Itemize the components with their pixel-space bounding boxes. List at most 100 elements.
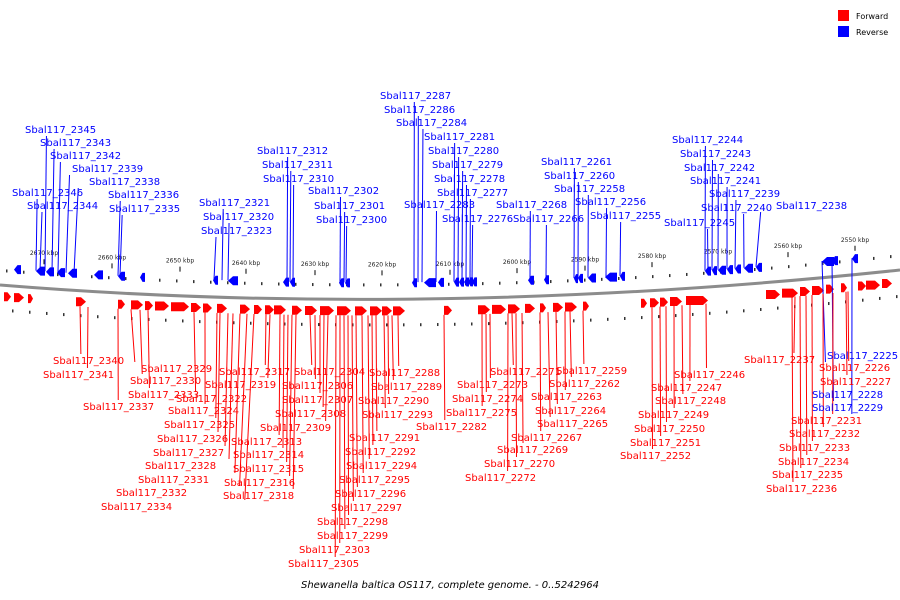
scale-dot [244, 281, 246, 285]
forward-gene-label: Sbal117_2308 [275, 409, 346, 420]
label-leader [234, 313, 241, 474]
label-leader [193, 312, 197, 393]
scale-dot [108, 276, 110, 280]
forward-gene-label: Sbal117_2334 [101, 502, 172, 513]
forward-gene [641, 298, 647, 308]
scale-dot [284, 322, 286, 326]
scale-dot [777, 306, 779, 310]
scale-dot [199, 320, 201, 324]
reverse-gene-label: Sbal117_2239 [709, 189, 780, 200]
scale-dot [522, 321, 524, 325]
reverse-gene [756, 262, 762, 272]
reverse-gene [412, 278, 417, 288]
scale-dot [91, 275, 93, 279]
tick-label: 2590 kbp [571, 257, 599, 264]
forward-gene-label: Sbal117_2322 [176, 394, 247, 405]
reverse-gene [472, 277, 477, 287]
reverse-gene [94, 270, 103, 280]
forward-gene-label: Sbal117_2324 [168, 406, 239, 417]
label-leader [569, 311, 572, 378]
tick-label: 2550 kbp [841, 237, 869, 244]
scale-dot [726, 310, 728, 314]
forward-gene-label: Sbal117_2314 [233, 450, 304, 461]
reverse-gene-label: Sbal117_2277 [437, 188, 508, 199]
reverse-gene-label: Sbal117_2242 [684, 163, 755, 174]
label-leader [547, 312, 551, 418]
scale-dot [278, 282, 280, 286]
label-leaders [35, 101, 853, 558]
scale-dot [267, 322, 269, 326]
scale-dot [6, 269, 8, 273]
forward-gene-label: Sbal117_2293 [362, 410, 433, 421]
label-leader [443, 314, 446, 421]
label-leader [619, 221, 622, 276]
scale-dot [329, 283, 331, 287]
scale-dot [165, 318, 167, 322]
scale-dot [363, 283, 365, 287]
forward-gene [492, 304, 506, 314]
forward-gene [650, 298, 659, 308]
forward-gene [355, 306, 367, 316]
scale-dot [550, 280, 552, 284]
forward-gene [766, 290, 780, 300]
scale-dot [822, 262, 824, 266]
label-leader [213, 236, 217, 280]
forward-gene-label: Sbal117_2265 [537, 419, 608, 430]
forward-gene-label: Sbal117_2248 [655, 396, 726, 407]
label-leader [582, 310, 585, 365]
forward-gene-label: Sbal117_2330 [130, 376, 201, 387]
scale-dot [97, 315, 99, 319]
label-leader [799, 296, 802, 469]
forward-gene-label: Sbal117_2235 [772, 470, 843, 481]
forward-gene-label: Sbal117_2291 [349, 433, 420, 444]
tick-label: 2630 kbp [301, 261, 329, 268]
forward-gene [265, 305, 274, 315]
forward-gene-label: Sbal117_2329 [141, 364, 212, 375]
forward-gene-label: Sbal117_2315 [233, 464, 304, 475]
reverse-gene-label: Sbal117_2301 [314, 201, 385, 212]
scale-dot [896, 295, 898, 299]
reverse-gene-label: Sbal117_2241 [690, 176, 761, 187]
forward-gene-label: Sbal117_2337 [83, 402, 154, 413]
label-leader [278, 314, 281, 436]
scale-dot [879, 296, 881, 300]
reverse-gene-label: Sbal117_2344 [27, 201, 98, 212]
forward-gene [292, 305, 302, 315]
reverse-gene-label: Sbal117_2268 [496, 200, 567, 211]
label-leader [343, 211, 346, 283]
reverse-gene-label: Sbal117_2346 [12, 188, 83, 199]
forward-gene [203, 303, 212, 313]
scale-dot [771, 266, 773, 270]
reverse-gene-label: Sbal117_2300 [316, 215, 387, 226]
forward-gene [478, 305, 490, 315]
tick-label: 2660 kbp [98, 254, 126, 261]
forward-gene [274, 305, 286, 315]
scale-dot [482, 282, 484, 286]
forward-gene [670, 297, 682, 307]
forward-gene-label: Sbal117_2331 [138, 475, 209, 486]
label-leader [227, 222, 230, 281]
forward-gene-label: Sbal117_2237 [744, 355, 815, 366]
reverse-gene-label: Sbal117_2323 [201, 226, 272, 237]
label-leader [228, 313, 234, 460]
forward-gene-label: Sbal117_2267 [511, 433, 582, 444]
forward-gene-label: Sbal117_2252 [620, 451, 691, 462]
reverse-gene [46, 267, 54, 277]
scale-dot [369, 323, 371, 327]
label-leader [73, 187, 79, 274]
reverse-gene-label: Sbal117_2336 [108, 190, 179, 201]
reverse-gene [290, 277, 295, 287]
label-leader [457, 156, 460, 282]
forward-gene [217, 303, 227, 313]
reverse-gene-label: Sbal117_2276 [442, 214, 513, 225]
reverse-gene [140, 272, 145, 282]
reverse-gene [438, 277, 444, 287]
forward-gene-label: Sbal117_2316 [224, 478, 295, 489]
reverse-gene-label: Sbal117_2284 [396, 118, 467, 129]
label-leader [292, 314, 297, 490]
forward-gene [254, 304, 262, 314]
reverse-gene-label: Sbal117_2229 [812, 403, 883, 414]
forward-gene [131, 300, 143, 310]
label-leader [755, 211, 762, 267]
